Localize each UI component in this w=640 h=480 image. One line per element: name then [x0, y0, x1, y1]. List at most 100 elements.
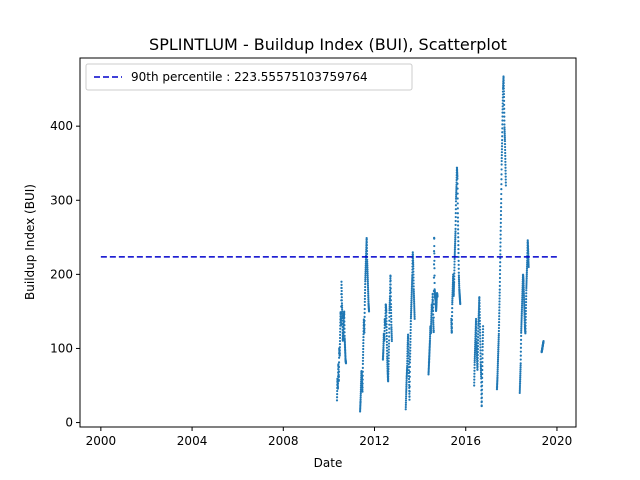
- data-point: [389, 275, 392, 278]
- data-point: [450, 330, 453, 333]
- data-point: [337, 363, 340, 366]
- data-point: [385, 323, 388, 326]
- data-point: [387, 372, 390, 375]
- data-point: [412, 279, 415, 282]
- data-point: [385, 309, 388, 312]
- data-point: [366, 282, 369, 285]
- data-point: [408, 370, 411, 373]
- data-point: [432, 319, 435, 322]
- data-point: [476, 368, 479, 371]
- data-point: [473, 363, 476, 366]
- data-point: [526, 240, 529, 244]
- data-point: [410, 285, 414, 288]
- data-point: [475, 320, 478, 323]
- data-point: [527, 263, 530, 267]
- data-point: [363, 297, 366, 300]
- data-point: [520, 306, 524, 309]
- data-point: [454, 219, 457, 223]
- data-point: [363, 291, 367, 295]
- data-point: [338, 349, 341, 352]
- data-point: [390, 332, 393, 335]
- data-point: [390, 323, 393, 326]
- data-point: [456, 202, 459, 205]
- x-tick-label-2008: 2008: [268, 434, 299, 448]
- data-point: [454, 215, 457, 219]
- data-point: [496, 360, 500, 363]
- data-point: [476, 345, 480, 348]
- data-point: [336, 387, 339, 390]
- data-point: [480, 404, 483, 407]
- data-point: [412, 292, 415, 295]
- data-point: [359, 392, 362, 395]
- data-point: [457, 228, 460, 231]
- data-point: [450, 322, 454, 325]
- data-point: [523, 301, 526, 305]
- data-point: [453, 251, 456, 255]
- x-axis: 2000 2004 2008 2012 2016 2020: [86, 427, 572, 448]
- data-point: [366, 258, 369, 261]
- data-point: [386, 352, 389, 355]
- data-point: [407, 348, 410, 351]
- data-point: [480, 396, 483, 399]
- data-point: [361, 366, 364, 369]
- data-point: [383, 335, 386, 338]
- data-point: [433, 281, 436, 285]
- data-point: [527, 265, 530, 269]
- data-point: [361, 359, 365, 362]
- data-point: [497, 340, 500, 343]
- data-point: [498, 291, 501, 294]
- data-point: [408, 358, 412, 361]
- data-point: [336, 385, 340, 389]
- data-point: [497, 332, 500, 335]
- data-point: [458, 284, 461, 287]
- data-point: [497, 338, 500, 341]
- data-point: [338, 343, 342, 346]
- data-point: [453, 247, 457, 251]
- data-point: [521, 296, 524, 299]
- data-point: [408, 383, 411, 387]
- data-point: [500, 173, 503, 176]
- data-point: [433, 259, 436, 262]
- data-point: [497, 326, 501, 330]
- data-point: [385, 320, 388, 323]
- data-point: [519, 368, 522, 371]
- data-point: [388, 327, 391, 330]
- data-point: [385, 337, 388, 341]
- data-point: [390, 314, 393, 318]
- data-point: [387, 377, 390, 380]
- data-point: [500, 192, 503, 196]
- data-point: [500, 148, 504, 151]
- data-point: [479, 371, 483, 374]
- data-point: [388, 323, 391, 326]
- data-point: [481, 325, 485, 328]
- data-point: [365, 238, 368, 241]
- data-point: [339, 333, 342, 336]
- data-point: [500, 154, 503, 157]
- data-point: [500, 178, 503, 181]
- data-point: [496, 362, 499, 365]
- data-point: [407, 345, 410, 348]
- data-point: [410, 299, 413, 302]
- data-point: [504, 151, 507, 155]
- data-point: [362, 350, 365, 354]
- data-point: [389, 283, 392, 286]
- data-point: [390, 334, 393, 337]
- data-point: [362, 339, 365, 342]
- data-point: [361, 356, 365, 359]
- data-point: [409, 352, 412, 355]
- data-point: [478, 316, 481, 319]
- data-point: [343, 341, 346, 344]
- data-point: [412, 282, 415, 285]
- data-point: [364, 285, 367, 289]
- data-point: [405, 395, 408, 398]
- data-point: [364, 278, 367, 281]
- data-point: [405, 388, 408, 392]
- data-point: [503, 143, 507, 146]
- data-point: [519, 350, 522, 353]
- data-point: [409, 355, 412, 358]
- data-point: [500, 159, 503, 163]
- data-point: [525, 273, 528, 276]
- data-point: [388, 297, 392, 300]
- data-point: [524, 315, 527, 318]
- data-point: [518, 383, 522, 387]
